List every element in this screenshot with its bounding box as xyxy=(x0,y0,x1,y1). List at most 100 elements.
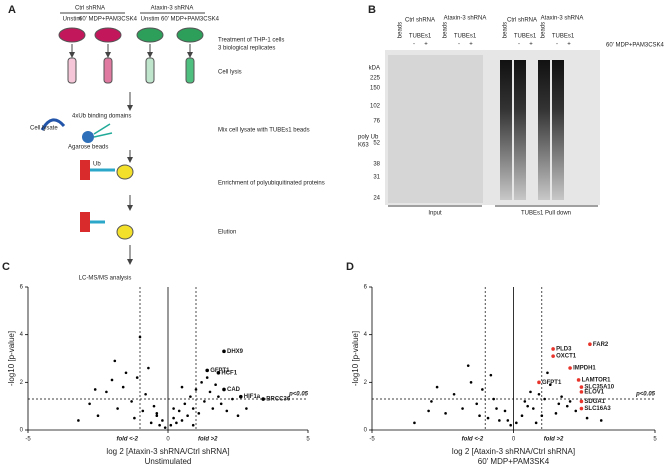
marker-label: 38 xyxy=(373,162,380,168)
smear xyxy=(500,60,512,200)
group-label: Ataxin-3 shRNA xyxy=(444,16,487,22)
point xyxy=(208,390,212,394)
highlight-label: ELOV1 xyxy=(584,389,604,395)
x-tick-label: 0 xyxy=(166,437,170,443)
point xyxy=(540,414,544,418)
marker-label: 52 xyxy=(373,141,380,147)
sign: + xyxy=(529,42,533,48)
condition: 60' MDP+PAM3CSK4 xyxy=(161,17,220,23)
marker-label: 150 xyxy=(370,86,381,92)
point xyxy=(183,402,187,406)
input-lanes xyxy=(388,55,483,203)
highlight-point xyxy=(239,394,243,399)
point xyxy=(205,376,209,379)
sign: - xyxy=(458,42,460,48)
point xyxy=(105,390,108,394)
point xyxy=(475,402,479,406)
label: Agarose beads xyxy=(68,145,108,151)
point xyxy=(191,423,195,427)
sign: - xyxy=(518,42,520,48)
point xyxy=(135,376,139,379)
sign: + xyxy=(469,42,473,48)
point xyxy=(245,407,248,410)
p-label: p<0.05 xyxy=(288,392,309,398)
point xyxy=(177,409,181,413)
lane-label: beads xyxy=(443,22,449,38)
panel-letter: C xyxy=(2,261,10,273)
point xyxy=(186,414,189,418)
point xyxy=(498,419,501,422)
point xyxy=(172,407,175,410)
x-axis-label: log 2 [Ataxin-3 shRNA/Ctrl shRNA] xyxy=(106,447,229,456)
x-axis-label: log 2 [Ataxin-3 shRNA/Ctrl shRNA] xyxy=(452,447,575,456)
condition: Unstim xyxy=(141,17,160,23)
point xyxy=(144,392,147,396)
label: Cell lysate xyxy=(30,126,58,132)
point xyxy=(413,421,416,425)
point xyxy=(133,416,136,420)
point xyxy=(158,423,161,427)
point xyxy=(523,400,527,403)
point xyxy=(225,409,229,413)
point xyxy=(489,373,493,377)
group-label: Ctrl shRNA xyxy=(507,18,537,24)
y-tick-label: 0 xyxy=(364,428,368,434)
subtitle: 60' MDP+PAM3SK4 xyxy=(478,457,550,466)
highlight-label: HIF1a xyxy=(244,394,261,400)
point xyxy=(197,412,201,415)
y-tick-label: 4 xyxy=(20,332,24,338)
highlight-point xyxy=(579,399,584,404)
point xyxy=(461,407,464,410)
point xyxy=(77,419,80,422)
marker-label: 225 xyxy=(370,76,381,82)
sign: - xyxy=(556,42,558,48)
step: 3 biological replicates xyxy=(218,46,275,52)
highlight-point xyxy=(261,397,266,401)
step: Elution xyxy=(218,230,236,236)
kda-label: kDA xyxy=(369,66,380,72)
panel-letter: A xyxy=(8,4,16,16)
point xyxy=(560,395,563,398)
fold-label: fold <-2 xyxy=(462,437,484,443)
panel-letter: D xyxy=(346,261,354,273)
sign: + xyxy=(424,42,428,48)
x-tick-label: -5 xyxy=(25,437,31,443)
subtitle: Unstimulated xyxy=(145,457,192,466)
point xyxy=(163,426,167,429)
point xyxy=(141,409,145,413)
fold-label: fold <-2 xyxy=(116,437,138,443)
point xyxy=(427,409,430,413)
point xyxy=(149,421,153,425)
point xyxy=(155,412,159,415)
x-tick-label: -5 xyxy=(369,437,375,443)
step: Enrichment of polyubiquitinated proteins xyxy=(218,181,325,187)
y-tick-label: 6 xyxy=(364,285,368,291)
point xyxy=(478,414,481,418)
dishes xyxy=(40,27,204,265)
point xyxy=(138,335,142,339)
highlight-label: SDGA1 xyxy=(584,399,605,405)
highlight-label: GFPT1 xyxy=(210,368,230,374)
highlight-point xyxy=(579,406,584,411)
highlight-point xyxy=(216,371,221,375)
group-label: Ctrl shRNA xyxy=(405,18,435,24)
lane-label: beads xyxy=(503,22,509,38)
y-axis-label: -log10 [p-value] xyxy=(7,331,16,386)
point xyxy=(529,390,532,394)
blot-label: K63 xyxy=(358,143,369,149)
step: LC-MS/MS analysis xyxy=(79,276,132,282)
point xyxy=(557,402,561,406)
highlight-label: GFPT1 xyxy=(542,380,562,386)
point xyxy=(180,385,184,389)
label: Ub xyxy=(93,162,101,168)
point xyxy=(203,400,206,403)
point xyxy=(444,412,447,415)
highlight-label: HCF1 xyxy=(221,370,237,376)
point xyxy=(194,388,198,391)
point xyxy=(534,421,538,425)
sign: + xyxy=(567,42,571,48)
point xyxy=(537,392,541,396)
point xyxy=(548,383,552,387)
marker-label: 24 xyxy=(373,196,380,202)
